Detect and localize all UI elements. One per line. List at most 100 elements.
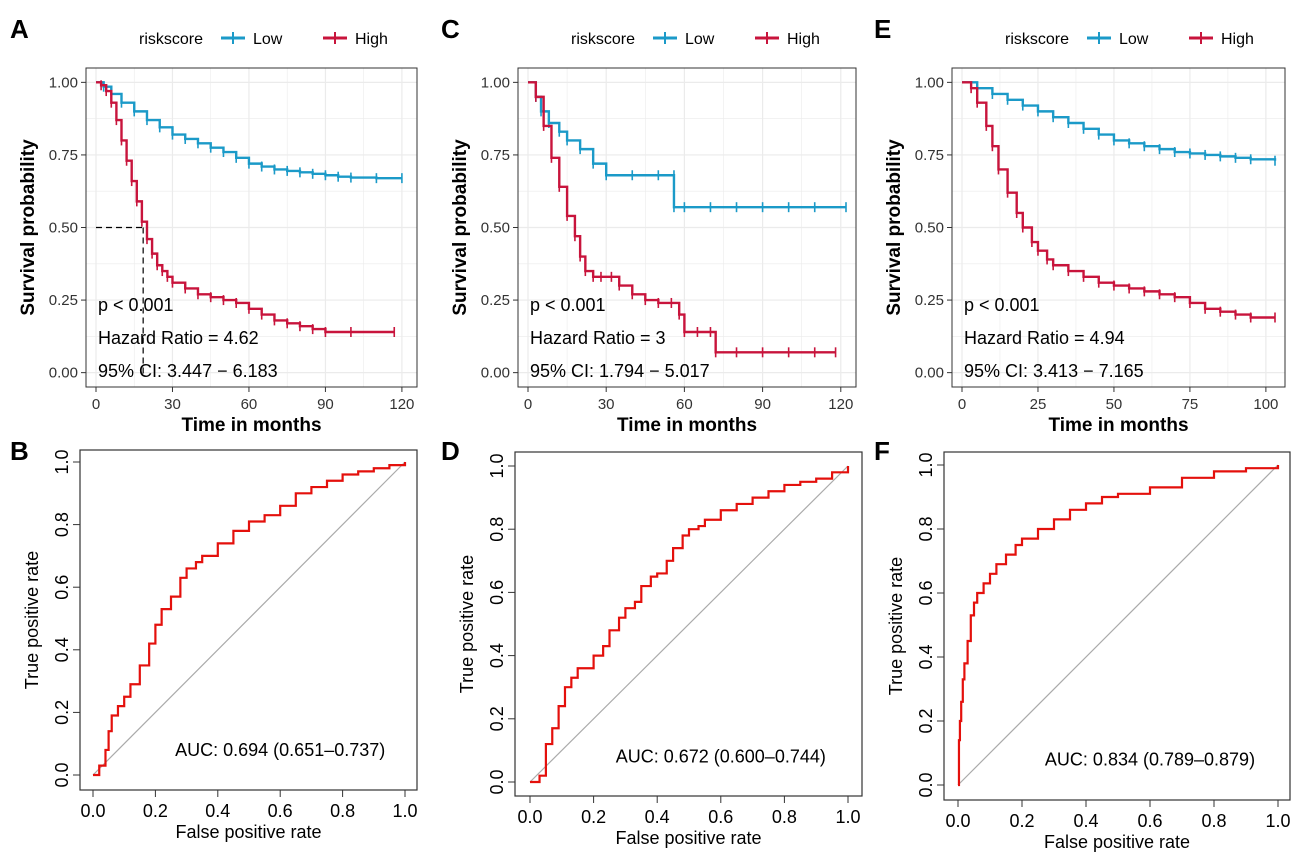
km-annotation: p < 0.001 — [530, 295, 606, 315]
km-annotation: Hazard Ratio = 4.94 — [964, 328, 1125, 348]
auc-label: AUC: 0.694 (0.651–0.737) — [175, 740, 385, 760]
y-tick-label: 0.25 — [49, 292, 78, 309]
x-axis-label: False positive rate — [615, 828, 761, 848]
y-tick-label: 0.75 — [49, 147, 78, 164]
y-tick-label: 0.75 — [481, 147, 510, 164]
km-annotation: 95% CI: 3.447 − 6.183 — [98, 361, 278, 381]
diagonal-reference-line — [92, 461, 406, 776]
x-tick-label: 30 — [598, 396, 615, 413]
y-tick-label: 0.25 — [481, 292, 510, 309]
diagonal-reference-line — [957, 464, 1279, 786]
panel-label: C — [441, 14, 460, 44]
x-tick-label: 0 — [92, 396, 100, 413]
legend-title: riskscore — [139, 31, 203, 48]
x-tick-label: 0.6 — [268, 801, 293, 821]
km-annotation: Hazard Ratio = 4.62 — [98, 328, 259, 348]
y-tick-label: 0.00 — [49, 365, 78, 382]
legend-title: riskscore — [571, 31, 635, 48]
y-axis-label: True positive rate — [22, 551, 42, 689]
y-tick-label: 0.6 — [916, 580, 936, 605]
roc-curve — [530, 466, 850, 784]
x-axis-label: Time in months — [1048, 415, 1188, 436]
y-tick-label: 0.75 — [915, 147, 944, 164]
y-tick-label: 0.6 — [52, 575, 72, 600]
x-tick-label: 0.0 — [945, 811, 970, 831]
x-tick-label: 90 — [754, 396, 771, 413]
y-tick-label: 1.00 — [49, 74, 78, 91]
y-tick-label: 0.00 — [481, 365, 510, 382]
x-tick-label: 0.6 — [708, 807, 733, 827]
legend-label-low: Low — [253, 31, 283, 48]
x-axis-label: Time in months — [617, 415, 757, 436]
roc-curve — [957, 465, 1280, 787]
panel-label: D — [441, 436, 460, 466]
x-tick-label: 0.8 — [1201, 811, 1226, 831]
panel-label: A — [10, 14, 29, 44]
roc-panel-b: B 0.0 0.2 0.4 0.6 0.8 1.0 0.0 0.2 0.4 0.6 0.8 1.0 Fal… — [10, 436, 418, 842]
survival-curve-low — [528, 81, 846, 209]
panel-label: E — [874, 14, 891, 44]
y-tick-label: 0.0 — [52, 762, 72, 787]
x-tick-label: 30 — [164, 396, 181, 413]
x-tick-label: 0.0 — [80, 801, 105, 821]
y-tick-label: 0.00 — [915, 365, 944, 382]
y-tick-label: 0.8 — [916, 516, 936, 541]
panel-label: F — [874, 436, 890, 466]
x-tick-label: 60 — [676, 396, 693, 413]
x-tick-label: 25 — [1030, 396, 1047, 413]
legend-label-high: High — [1221, 31, 1254, 48]
x-tick-label: 0.2 — [143, 801, 168, 821]
x-tick-label: 0 — [524, 396, 532, 413]
legend-label-high: High — [787, 31, 820, 48]
y-axis-label: True positive rate — [457, 555, 477, 693]
x-tick-label: 0.4 — [645, 807, 670, 827]
roc-curve — [93, 462, 407, 777]
y-tick-label: 0.25 — [915, 292, 944, 309]
km-annotation: 95% CI: 1.794 − 5.017 — [530, 361, 710, 381]
y-tick-label: 1.0 — [487, 453, 507, 478]
x-tick-label: 50 — [1106, 396, 1123, 413]
auc-label: AUC: 0.834 (0.789–0.879) — [1045, 749, 1255, 769]
x-tick-label: 0.8 — [330, 801, 355, 821]
y-tick-label: 0.8 — [487, 517, 507, 542]
x-axis-label: False positive rate — [1044, 832, 1190, 852]
diagonal-reference-line — [529, 465, 849, 783]
y-tick-label: 0.4 — [52, 637, 72, 662]
y-tick-label: 1.0 — [916, 452, 936, 477]
y-axis-label: Survival probability — [450, 139, 471, 316]
km-legend: riskscore Low High — [139, 31, 388, 48]
y-tick-label: 0.4 — [487, 643, 507, 668]
y-tick-label: 0.8 — [52, 512, 72, 537]
legend-label-low: Low — [1119, 31, 1149, 48]
y-tick-label: 0.50 — [915, 220, 944, 237]
roc-panel-d: D 0.0 0.2 0.4 0.6 0.8 1.0 0.0 0.2 0.4 0.6 0.8 1.0 Fal… — [441, 436, 863, 848]
plot-frame — [514, 451, 863, 797]
plot-frame — [79, 449, 418, 791]
km-legend: riskscore Low High — [571, 31, 820, 48]
y-tick-label: 0.50 — [481, 220, 510, 237]
x-tick-label: 1.0 — [392, 801, 417, 821]
y-tick-label: 0.6 — [487, 580, 507, 605]
km-legend: riskscore Low High — [1005, 31, 1254, 48]
y-tick-label: 1.00 — [481, 74, 510, 91]
y-axis-label: True positive rate — [886, 557, 906, 695]
x-tick-label: 0.6 — [1137, 811, 1162, 831]
x-tick-label: 100 — [1253, 396, 1278, 413]
y-tick-label: 0.2 — [916, 708, 936, 733]
y-tick-label: 0.50 — [49, 220, 78, 237]
x-axis-label: False positive rate — [175, 822, 321, 842]
x-tick-label: 0.0 — [517, 807, 542, 827]
y-tick-label: 0.2 — [487, 706, 507, 731]
km-annotation: p < 0.001 — [964, 295, 1040, 315]
x-tick-label: 120 — [828, 396, 853, 413]
x-tick-label: 90 — [317, 396, 334, 413]
x-tick-label: 1.0 — [835, 807, 860, 827]
legend-label-high: High — [355, 31, 388, 48]
km-panel-a: A 0 30 60 90 120 0.00 0.25 0.50 0.75 1.00 Time in m… — [10, 14, 418, 436]
x-tick-label: 1.0 — [1265, 811, 1290, 831]
x-tick-label: 0.2 — [581, 807, 606, 827]
x-axis-label: Time in months — [181, 415, 321, 436]
x-tick-label: 120 — [389, 396, 414, 413]
km-panel-e: E 0 25 50 75 100 0.00 0.25 0.50 0.75 1.00 Time in m… — [874, 14, 1286, 436]
